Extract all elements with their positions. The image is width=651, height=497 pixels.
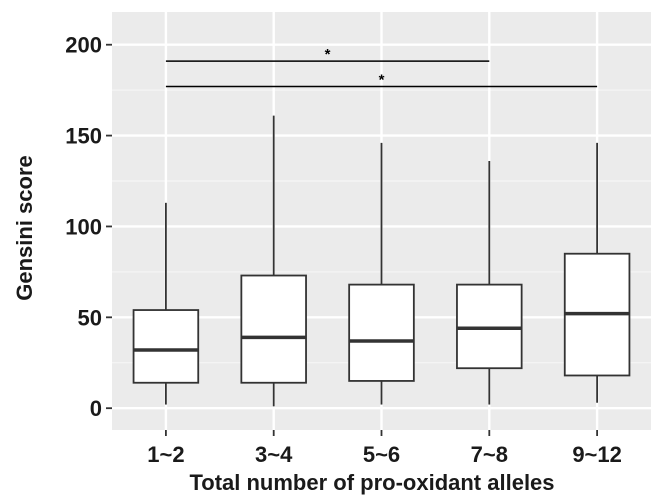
box-1~2 (132, 202, 200, 405)
x-tick-label: 7~8 (471, 442, 508, 467)
box-body (240, 274, 307, 384)
significance-label-1: * (325, 46, 331, 63)
x-axis-title: Total number of pro-oxidant alleles (189, 470, 554, 495)
box-5~6 (348, 142, 415, 405)
x-tick-label: 3~4 (255, 442, 293, 467)
significance-layer: ** (165, 46, 598, 89)
y-tick-label: 200 (65, 33, 102, 58)
y-tick-label: 50 (78, 305, 102, 330)
box-body (348, 283, 415, 382)
box-3~4 (240, 115, 307, 407)
box-body (132, 309, 200, 384)
box-body (456, 283, 523, 370)
x-tick-label: 5~6 (363, 442, 400, 467)
significance-label-2: * (379, 72, 385, 89)
y-tick-label: 100 (65, 214, 102, 239)
y-tick-label: 0 (90, 396, 102, 421)
x-axis: 1~2 3~4 5~6 7~8 9~12 (147, 430, 622, 467)
box-9~12 (563, 142, 631, 403)
y-axis-title: Gensini score (12, 155, 37, 301)
box-7~8 (456, 161, 523, 405)
y-axis: 0 50 100 150 200 (65, 33, 112, 421)
x-tick-label: 9~12 (572, 442, 622, 467)
y-tick-label: 150 (65, 124, 102, 149)
boxes-layer (132, 115, 631, 407)
x-tick-label: 1~2 (147, 442, 184, 467)
